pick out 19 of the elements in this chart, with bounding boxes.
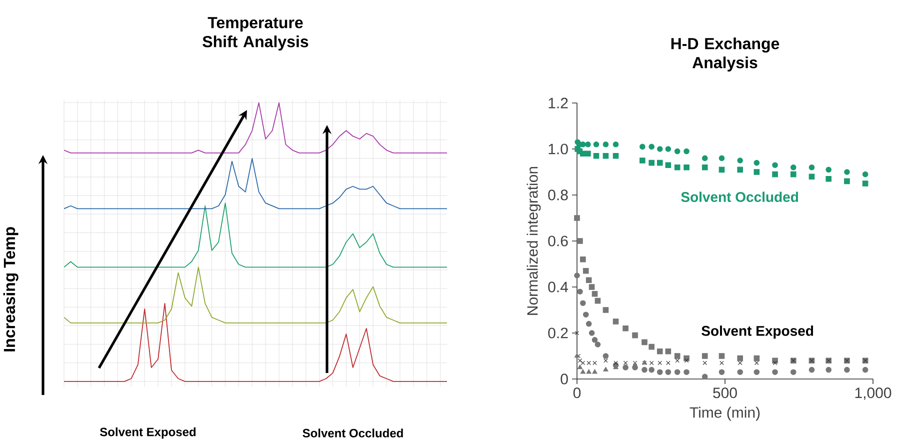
x-tick-label: 0 xyxy=(573,388,581,398)
chart-title: Temperature Shift Analysis xyxy=(202,17,308,50)
y-tick-label: 0.6 xyxy=(548,236,568,246)
y-axis-title: Normalized integration xyxy=(526,166,541,315)
annotation: Solvent Occluded xyxy=(681,192,798,202)
text: Solvent Occluded xyxy=(302,428,403,438)
annotation: Solvent Exposed xyxy=(702,326,814,339)
y-tick-label: 1.0 xyxy=(548,144,568,154)
y-tick-label: 0.8 xyxy=(548,190,568,200)
x-tick-label: 500 xyxy=(713,388,737,398)
y-tick-label: 0.4 xyxy=(548,282,568,292)
y-tick-label: 0.2 xyxy=(548,328,568,338)
x-tick-label: 1,000 xyxy=(855,388,892,400)
y-tick-label: 0 xyxy=(560,374,568,384)
text: Solvent Exposed xyxy=(100,427,196,439)
y-tick-label: 1.2 xyxy=(548,98,568,108)
y-axis-title: Increasing Temp xyxy=(3,227,18,352)
x-axis-title: Time (min) xyxy=(690,406,760,421)
chart-title: H-D Exchange Analysis xyxy=(671,38,780,72)
